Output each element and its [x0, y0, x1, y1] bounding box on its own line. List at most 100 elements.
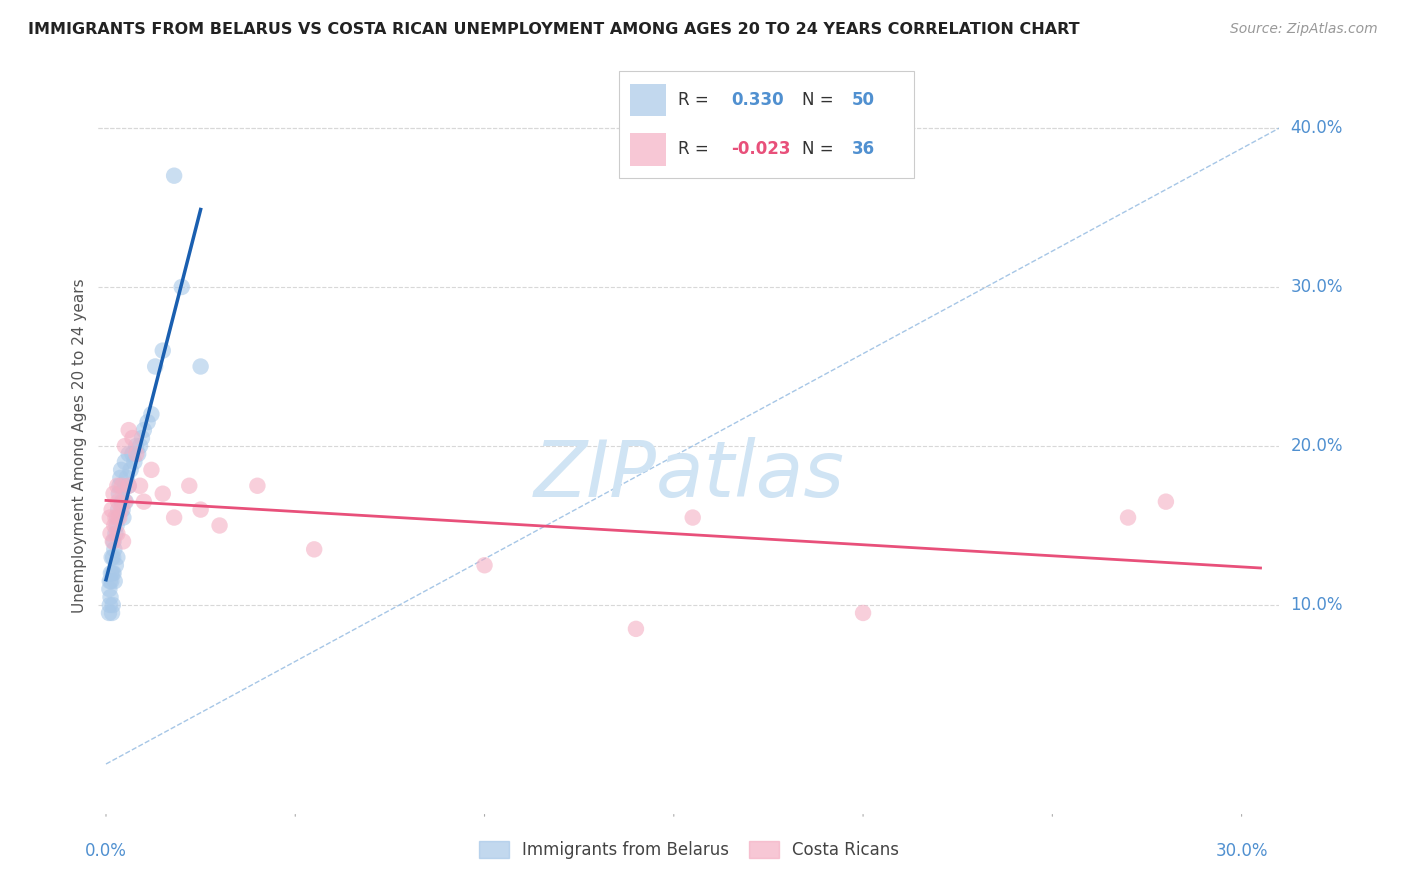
Point	[104, 574, 127, 589]
Point	[131, 431, 153, 445]
Text: 20.0%: 20.0%	[1291, 437, 1343, 455]
Point	[105, 550, 128, 565]
Point	[141, 407, 163, 421]
Point	[111, 494, 134, 508]
Point	[114, 479, 136, 493]
Point	[152, 343, 174, 358]
Text: 36: 36	[852, 141, 875, 159]
Point	[118, 447, 141, 461]
Point	[114, 494, 136, 508]
Text: 0.0%: 0.0%	[84, 842, 127, 860]
Text: R =: R =	[678, 91, 709, 109]
Point	[111, 479, 134, 493]
Point	[105, 479, 128, 493]
Text: R =: R =	[678, 141, 709, 159]
Point	[100, 566, 122, 581]
Point	[136, 415, 159, 429]
Point	[112, 510, 135, 524]
Point	[111, 502, 134, 516]
Point	[125, 447, 148, 461]
Point	[120, 463, 142, 477]
Point	[170, 280, 193, 294]
Point	[100, 550, 122, 565]
Point	[118, 479, 141, 493]
Text: IMMIGRANTS FROM BELARUS VS COSTA RICAN UNEMPLOYMENT AMONG AGES 20 TO 24 YEARS CO: IMMIGRANTS FROM BELARUS VS COSTA RICAN U…	[28, 22, 1080, 37]
Point	[141, 463, 163, 477]
Point	[129, 439, 152, 453]
Point	[100, 526, 122, 541]
Text: 50: 50	[852, 91, 875, 109]
Point	[98, 582, 121, 596]
Point	[110, 463, 132, 477]
Point	[624, 622, 647, 636]
Point	[474, 558, 496, 573]
Point	[100, 590, 122, 604]
Text: 30.0%: 30.0%	[1215, 842, 1268, 860]
Point	[100, 502, 122, 516]
Point	[101, 534, 124, 549]
Point	[103, 534, 125, 549]
Point	[103, 566, 125, 581]
Point	[98, 510, 121, 524]
Point	[190, 359, 212, 374]
Point	[118, 423, 141, 437]
Point	[107, 494, 129, 508]
Point	[132, 494, 155, 508]
Point	[682, 510, 704, 524]
Text: 30.0%: 30.0%	[1291, 278, 1343, 296]
Point	[108, 486, 131, 500]
Point	[1154, 494, 1177, 508]
Point	[115, 471, 138, 485]
Y-axis label: Unemployment Among Ages 20 to 24 years: Unemployment Among Ages 20 to 24 years	[72, 278, 87, 614]
Point	[103, 486, 125, 500]
Point	[101, 606, 124, 620]
Point	[108, 479, 131, 493]
Point	[98, 606, 121, 620]
Point	[103, 542, 125, 557]
Point	[114, 455, 136, 469]
Point	[103, 550, 125, 565]
Point	[124, 455, 146, 469]
Point	[125, 439, 148, 453]
Point	[104, 510, 127, 524]
Point	[98, 574, 121, 589]
Text: Source: ZipAtlas.com: Source: ZipAtlas.com	[1230, 22, 1378, 37]
Point	[129, 479, 152, 493]
Point	[101, 566, 124, 581]
Text: N =: N =	[801, 91, 834, 109]
Point	[852, 606, 875, 620]
Point	[163, 169, 186, 183]
Point	[112, 534, 135, 549]
Point	[190, 502, 212, 516]
Point	[104, 558, 127, 573]
Point	[110, 471, 132, 485]
Text: 10.0%: 10.0%	[1291, 596, 1343, 614]
Point	[114, 439, 136, 453]
Point	[98, 598, 121, 612]
Point	[132, 423, 155, 437]
Point	[302, 542, 325, 557]
Text: 0.330: 0.330	[731, 91, 783, 109]
Point	[101, 598, 124, 612]
Point	[118, 479, 141, 493]
Point	[208, 518, 231, 533]
FancyBboxPatch shape	[630, 84, 666, 116]
Text: N =: N =	[801, 141, 834, 159]
Point	[105, 518, 128, 533]
Text: 40.0%: 40.0%	[1291, 119, 1343, 137]
Point	[246, 479, 269, 493]
Point	[110, 502, 132, 516]
Point	[127, 447, 149, 461]
Point	[103, 518, 125, 533]
Point	[108, 510, 131, 524]
Point	[121, 447, 143, 461]
Text: ZIPatlas: ZIPatlas	[533, 437, 845, 513]
Point	[179, 479, 201, 493]
Point	[163, 510, 186, 524]
Text: -0.023: -0.023	[731, 141, 790, 159]
Point	[121, 431, 143, 445]
Point	[1116, 510, 1139, 524]
Point	[152, 486, 174, 500]
Point	[143, 359, 166, 374]
Point	[104, 526, 127, 541]
